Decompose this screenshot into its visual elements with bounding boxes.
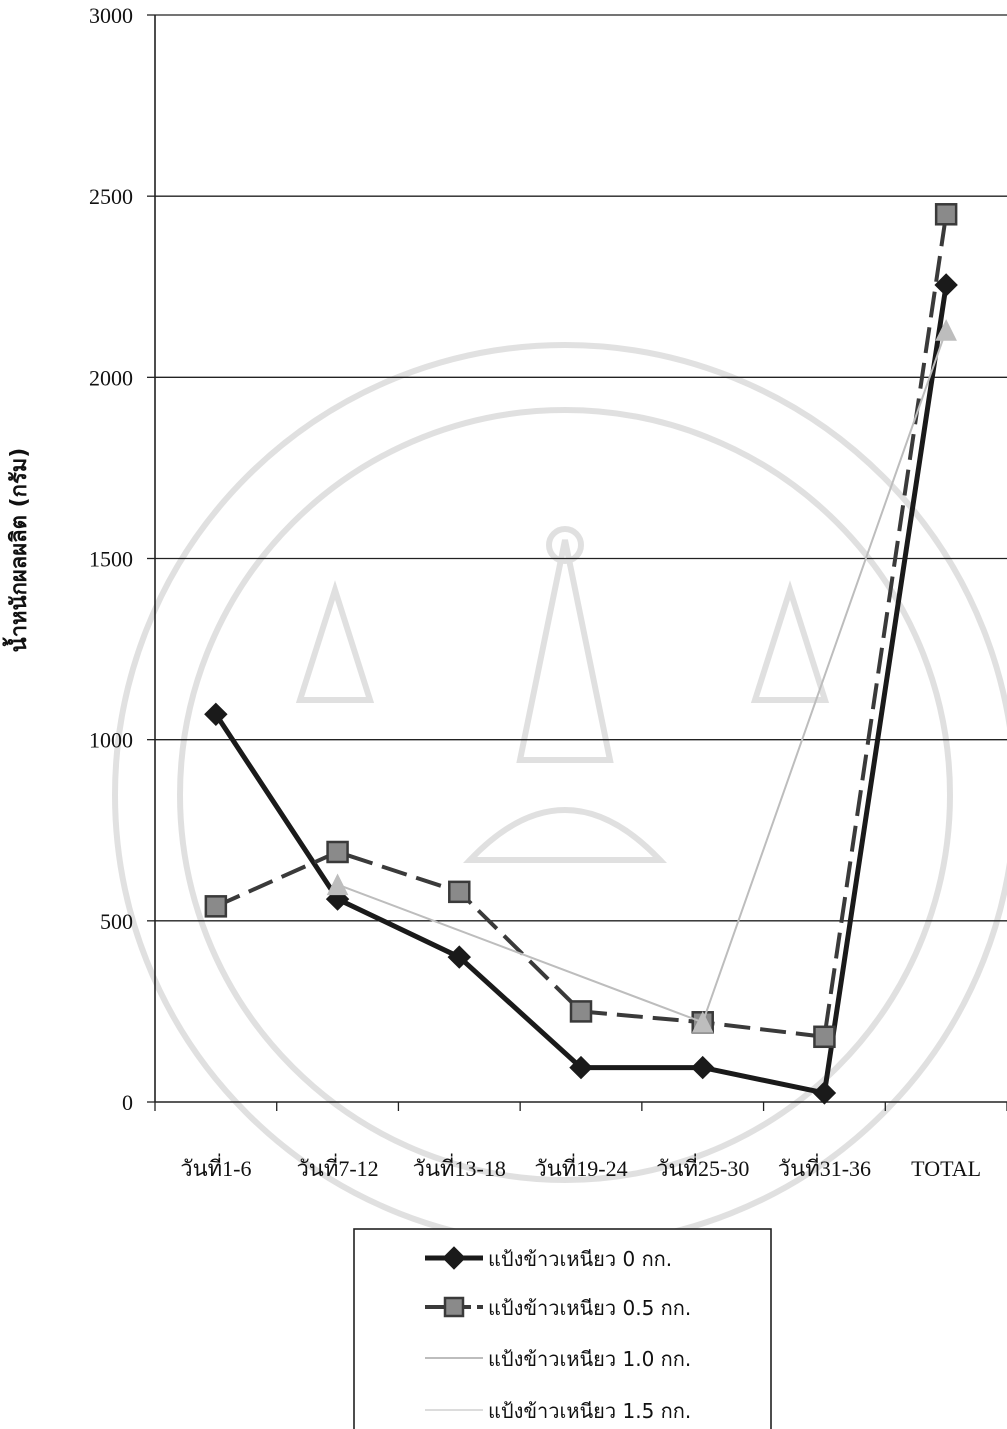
y-tick-label: 3000 <box>89 3 133 28</box>
legend-box <box>353 1228 772 1429</box>
x-tick-label: วันที่31-36 <box>778 1153 871 1181</box>
x-tick-label: วันที่13-18 <box>413 1153 506 1181</box>
data-point-marker <box>204 702 228 727</box>
university-seal-watermark <box>112 342 1007 1248</box>
data-point-marker <box>812 1081 837 1105</box>
x-tick-label: TOTAL <box>911 1156 981 1181</box>
data-point-marker <box>813 1025 836 1049</box>
legend-item: แป้งข้าวเหนียว 0.5 กก. <box>425 1296 691 1320</box>
data-point-marker <box>204 895 228 918</box>
data-point-marker <box>691 1055 715 1080</box>
y-tick-label: 2500 <box>89 184 133 209</box>
data-point-marker <box>448 880 471 904</box>
data-point-marker <box>691 1011 714 1033</box>
x-tick-label: วันที่7-12 <box>296 1153 378 1181</box>
series-line <box>213 284 949 1096</box>
series-lines <box>204 203 958 1105</box>
data-point-marker <box>935 319 957 341</box>
data-point-marker <box>443 1296 465 1318</box>
y-tick-label: 500 <box>100 909 133 934</box>
data-point-marker <box>447 945 471 969</box>
x-tick-label: วันที่1-6 <box>180 1153 251 1181</box>
y-tick-labels: 0 500 1000 1500 2000 2500 3000 <box>89 3 133 1115</box>
data-point-marker <box>934 273 958 297</box>
data-point-marker <box>569 1000 593 1023</box>
data-point-marker <box>442 1246 466 1270</box>
axes <box>147 14 1007 1111</box>
data-point-marker <box>326 840 349 864</box>
x-tick-labels: วันที่1-6 วันที่7-12 วันที่13-18 วันที่19-2… <box>180 1153 981 1181</box>
y-tick-label: 1000 <box>89 728 133 753</box>
x-tick-label: วันที่25-30 <box>656 1153 749 1181</box>
legend-item: แป้งข้าวเหนียว 0 กก. <box>425 1246 672 1271</box>
legend: แป้งข้าวเหนียว 0 กก. แป้งข้าวเหนียว 0.5 ก… <box>353 1228 772 1429</box>
series-2 <box>326 319 957 1033</box>
data-point-marker <box>326 873 349 896</box>
legend-label: แป้งข้าวเหนียว 0.5 กก. <box>488 1296 691 1320</box>
y-tick-label: 1500 <box>89 547 133 572</box>
data-point-marker <box>569 1055 593 1080</box>
y-tick-label: 2000 <box>89 365 133 390</box>
legend-label: แป้งข้าวเหนียว 0 กก. <box>488 1247 672 1271</box>
x-tick-label: วันที่19-24 <box>534 1153 627 1181</box>
y-gridlines <box>155 14 1007 922</box>
legend-item: แป้งข้าวเหนียว 1.5 กก. <box>425 1399 691 1423</box>
legend-label: แป้งข้าวเหนียว 1.0 กก. <box>488 1347 691 1371</box>
y-axis-title: น้ำหนักผลผลิต (กรัม) <box>2 448 32 653</box>
legend-item: แป้งข้าวเหนียว 1.0 กก. <box>425 1347 691 1371</box>
y-tick-label: 0 <box>122 1090 133 1115</box>
data-point-marker <box>934 203 958 226</box>
legend-label: แป้งข้าวเหนียว 1.5 กก. <box>488 1399 691 1423</box>
series-0 <box>204 273 958 1105</box>
